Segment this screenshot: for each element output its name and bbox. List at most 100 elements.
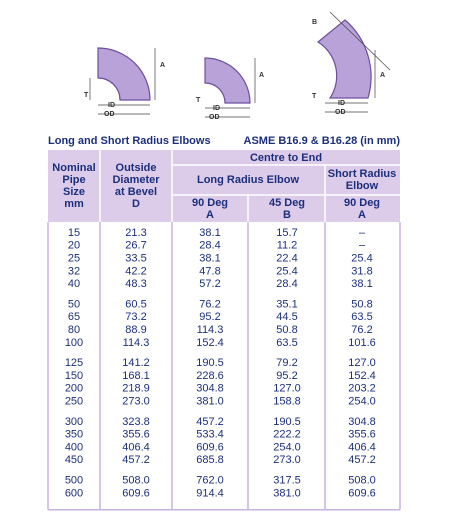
header-text: Size [63,186,85,198]
elbow-drawing [316,19,372,99]
cell: 381.0 [196,396,224,408]
cell: 15.7 [276,227,297,239]
diagram-label: OD [335,109,346,116]
header-text: A [206,209,214,221]
diagram-label: T [84,92,89,99]
cell: 304.8 [348,416,376,428]
cell: 609.6 [122,487,150,499]
cell: 76.2 [351,324,372,336]
cell: – [359,227,366,239]
elbow-drawing [204,57,251,104]
cell: 381.0 [273,487,301,499]
header-text: Centre to End [250,152,322,164]
cell: 203.2 [348,383,376,395]
cell: 355.6 [122,429,150,441]
cell: 38.1 [351,278,372,290]
cell: 355.6 [348,429,376,441]
cell: 101.6 [348,337,376,349]
header-text: Elbow [346,180,379,192]
header-text: A [358,209,366,221]
cell: 125 [65,357,83,369]
cell: 914.4 [196,487,224,499]
cell: 32 [68,265,80,277]
diagram-label: T [312,93,317,100]
cell: 168.1 [122,370,150,382]
cell: 190.5 [196,357,224,369]
cell: 28.4 [199,240,220,252]
diagram-label: A [259,72,264,79]
diagram: A T ID OD [196,57,264,121]
cell: 25.4 [276,265,297,277]
cell: 228.6 [196,370,224,382]
cell: 25.4 [351,253,372,265]
cell: 26.7 [125,240,146,252]
diagram-label: A [380,72,385,79]
cell: 42.2 [125,265,146,277]
cell: 609.6 [196,441,224,453]
cell: 457.2 [348,454,376,466]
cell: 114.3 [197,324,224,336]
cell: 114.3 [123,337,150,349]
caption: Long and Short Radius Elbows [48,135,211,147]
cell: 88.9 [125,324,146,336]
cell: 457.2 [122,454,150,466]
cell: 141.2 [122,357,150,369]
cell: 95.2 [276,370,297,382]
cell: 457.2 [196,416,224,428]
diagram-label: A [160,62,165,69]
cell: 80 [68,324,80,336]
cell: 273.0 [122,396,150,408]
cell: 63.5 [351,311,372,323]
cell: 65 [68,311,80,323]
cell: 127.0 [348,357,376,369]
cell: 38.1 [199,253,220,265]
cell: 500 [65,475,83,487]
cell: 28.4 [276,278,297,290]
cell: 323.8 [122,416,150,428]
diagram: A T ID OD [84,47,165,118]
header-text: 90 Deg [344,197,380,209]
cell: 50.8 [276,324,297,336]
cell: 21.3 [125,227,146,239]
header-text: Pipe [62,174,85,186]
cell: 63.5 [276,337,297,349]
header-background [48,150,400,222]
cell: – [359,240,366,252]
cell: 254.0 [273,441,301,453]
diagram-label: OD [209,114,220,121]
cell: 350 [65,429,83,441]
cell: 600 [65,487,83,499]
cell: 317.5 [273,475,301,487]
cell: 31.8 [351,265,372,277]
cell: 73.2 [125,311,146,323]
cell: 254.0 [348,396,376,408]
header-text: at Bevel [115,186,157,198]
cell: 508.0 [348,475,376,487]
header-text: mm [64,198,84,210]
diagram-label: ID [108,102,115,109]
cell: 50.8 [351,298,372,310]
cell: 762.0 [196,475,224,487]
cell: 100 [65,337,83,349]
cell: 218.9 [122,383,150,395]
diagram-label: T [196,97,201,104]
cell: 22.4 [276,253,297,265]
cell: 95.2 [199,311,220,323]
cell: 38.1 [199,227,220,239]
caption: ASME B16.9 & B16.28 (in mm) [244,135,401,147]
cell: 127.0 [273,383,301,395]
cell: 273.0 [273,454,301,466]
cell: 406.4 [122,441,150,453]
dimension [329,11,391,71]
header-text: Outside [116,162,157,174]
cell: 609.6 [348,487,376,499]
header-text: D [132,198,140,210]
cell: 304.8 [196,383,224,395]
diagram-label: ID [213,105,220,112]
cell: 15 [68,227,80,239]
header-text: 45 Deg [269,197,305,209]
diagram-label: B [312,19,317,26]
cell: 57.2 [199,278,220,290]
header-text: Diameter [112,174,160,186]
